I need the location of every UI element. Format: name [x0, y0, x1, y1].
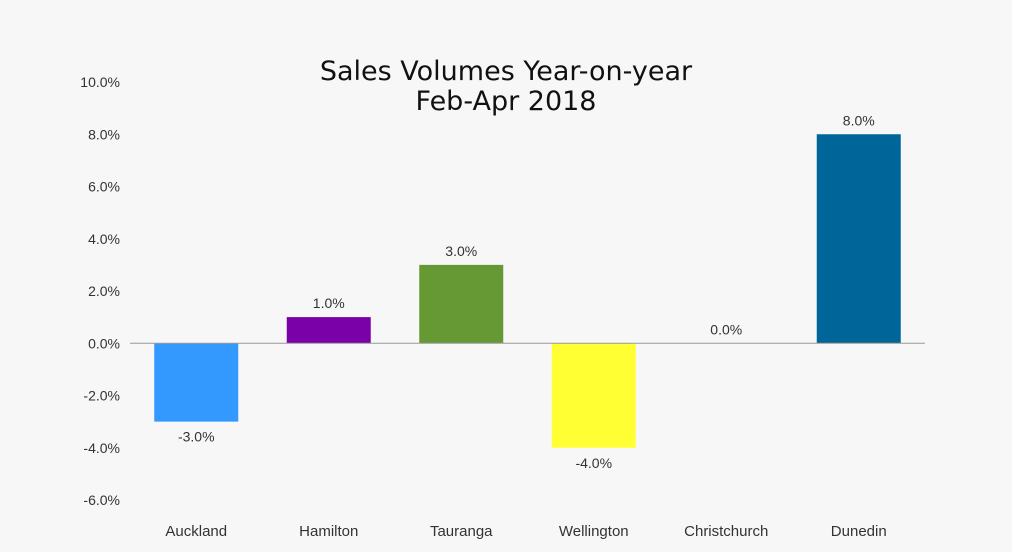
data-label: 0.0%: [710, 321, 742, 337]
bar-wellington: [551, 343, 636, 448]
x-tick-label: Wellington: [559, 523, 629, 540]
data-label: 8.0%: [843, 112, 875, 128]
y-tick-label: 4.0%: [88, 231, 120, 247]
data-label: -4.0%: [575, 455, 612, 471]
x-tick-label: Christchurch: [684, 523, 768, 540]
bar-auckland: [154, 343, 239, 422]
data-label: -3.0%: [178, 429, 215, 445]
x-tick-label: Dunedin: [831, 523, 887, 540]
y-tick-label: -2.0%: [83, 388, 120, 404]
bar-hamilton: [286, 317, 371, 344]
y-tick-label: -4.0%: [83, 440, 120, 456]
y-tick-label: 6.0%: [88, 179, 120, 195]
bar-tauranga: [419, 264, 504, 344]
x-axis-labels: Auckland Hamilton Tauranga Wellington Christ…: [165, 523, 886, 540]
bars: [154, 134, 901, 448]
bar-dunedin: [816, 134, 901, 344]
x-tick-label: Tauranga: [430, 523, 493, 540]
y-tick-label: 0.0%: [88, 335, 120, 351]
chart-subtitle: Feb-Apr 2018: [416, 86, 597, 117]
x-tick-label: Hamilton: [299, 523, 358, 540]
x-tick-label: Auckland: [165, 523, 227, 540]
y-tick-label: 8.0%: [88, 126, 120, 142]
data-labels: -3.0% 1.0% 3.0% -4.0% 0.0% 8.0%: [178, 112, 875, 471]
y-tick-label: 10.0%: [80, 74, 120, 90]
y-axis-ticks: 10.0% 8.0% 6.0% 4.0% 2.0% 0.0% -2.0% -4.0% -6.0%: [80, 74, 120, 508]
data-label: 1.0%: [313, 295, 345, 311]
y-tick-label: -6.0%: [83, 492, 120, 508]
chart-title: Sales Volumes Year-on-year: [320, 56, 693, 87]
y-tick-label: 2.0%: [88, 283, 120, 299]
data-label: 3.0%: [445, 243, 477, 259]
